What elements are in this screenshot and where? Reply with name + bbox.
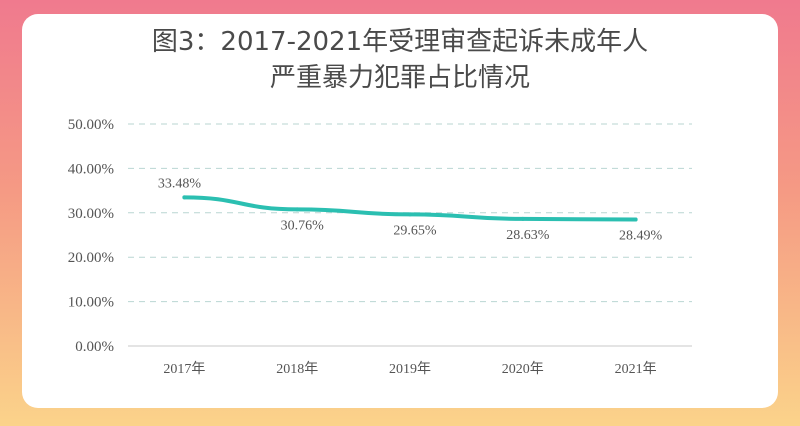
x-tick-label: 2021年 xyxy=(615,361,657,377)
chart-title-line-2: 严重暴力犯罪占比情况 xyxy=(269,63,530,93)
y-tick-label: 20.00% xyxy=(68,250,114,266)
chart-title-line-1: 图3：2017-2021年受理审查起诉未成年人 xyxy=(151,27,649,57)
data-label: 33.48% xyxy=(158,176,202,191)
y-tick-label: 40.00% xyxy=(68,161,114,177)
data-point xyxy=(520,216,525,221)
x-tick-label: 2017年 xyxy=(163,361,205,377)
data-point xyxy=(633,217,638,222)
x-tick-label: 2019年 xyxy=(389,361,431,377)
y-tick-label: 50.00% xyxy=(68,117,114,133)
y-tick-label: 30.00% xyxy=(68,206,114,222)
data-point xyxy=(182,195,187,200)
y-tick-label: 10.00% xyxy=(68,295,114,311)
chart-title: 图3：2017-2021年受理审查起诉未成年人 严重暴力犯罪占比情况 xyxy=(0,24,800,96)
x-tick-label: 2018年 xyxy=(276,361,318,377)
data-point xyxy=(295,207,300,212)
chart-card xyxy=(22,14,778,408)
data-label: 30.76% xyxy=(281,218,325,233)
x-tick-label: 2020年 xyxy=(502,361,544,377)
data-point xyxy=(408,212,412,217)
data-label: 29.65% xyxy=(393,223,437,238)
y-tick-label: 0.00% xyxy=(75,339,114,355)
data-label: 28.49% xyxy=(619,229,663,244)
data-label: 28.63% xyxy=(506,228,550,243)
